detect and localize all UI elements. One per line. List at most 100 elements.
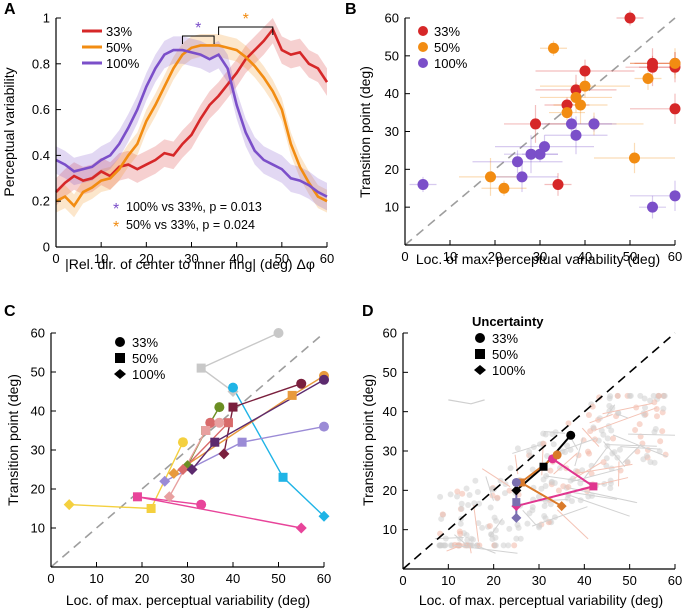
highlight-circle-33 [552, 450, 562, 460]
bootstrap-point [637, 433, 644, 440]
data-point-50 [629, 152, 640, 164]
data-point-50 [561, 107, 573, 119]
subject-square-50 [223, 418, 233, 428]
bootstrap-point [506, 525, 513, 532]
legend-marker-33 [418, 26, 428, 36]
bootstrap-connector [454, 534, 468, 546]
x-tick-label-c: 30 [180, 571, 194, 586]
legend-b: 33% 50% 100% [418, 24, 468, 71]
panel-d: D 0 10 20 30 40 50 60 10 20 30 40 50 60 Loc. of max.… [360, 303, 682, 608]
y-tick-label-c: 10 [31, 521, 45, 536]
highlight-diamond-100 [556, 501, 567, 512]
legend-label-33: 33% [492, 331, 518, 346]
bootstrap-point [588, 470, 595, 477]
bootstrap-point [608, 427, 615, 434]
bootstrap-point [442, 542, 449, 549]
bootstrap-point [471, 500, 478, 507]
stat-text-50-vs-33: 50% vs 33%, p = 0.024 [126, 218, 255, 232]
y-tick-label-b: 10 [385, 200, 399, 215]
highlight-square-50 [539, 462, 548, 471]
data-point-100 [539, 141, 550, 153]
bootstrap-point [465, 501, 472, 508]
legend-square-icon [115, 353, 125, 363]
y-tick-label-d: 60 [383, 326, 397, 341]
bootstrap-point [600, 431, 607, 438]
data-point-50 [579, 80, 591, 92]
data-point-100 [512, 156, 523, 168]
bootstrap-point [542, 482, 549, 489]
bootstrap-point [517, 535, 524, 542]
legend-diamond-icon [474, 365, 486, 375]
x-tick-label-a: 50 [275, 251, 289, 266]
star-orange: * [113, 219, 119, 236]
bootstrap-point [494, 494, 501, 501]
highlight-square-50 [589, 482, 598, 491]
bootstrap-point [457, 530, 464, 537]
bootstrap-point [439, 511, 446, 518]
legend-label-100: 100% [434, 56, 468, 71]
bootstrap-point [501, 490, 508, 497]
bootstrap-point [526, 510, 533, 517]
data-point-100 [566, 118, 577, 130]
legend-a: 33% 50% 100% [82, 24, 140, 71]
bootstrap-point [634, 448, 641, 455]
identity-line-d [402, 332, 676, 570]
legend-circle-icon [115, 337, 125, 347]
y-tick-label-c: 40 [31, 404, 45, 419]
series-line-33 [55, 26, 329, 193]
subject-connector [137, 496, 302, 529]
bootstrap-point [653, 406, 660, 413]
bootstrap-point [541, 502, 548, 509]
data-point-33 [579, 65, 591, 77]
bootstrap-point [547, 467, 554, 474]
bootstrap-connector [514, 454, 519, 475]
bootstrap-point [589, 403, 596, 410]
x-tick-label-a: 20 [139, 251, 153, 266]
ci-band-100 [56, 36, 327, 211]
x-tick-label-d: 50 [622, 573, 636, 588]
bootstrap-connector [512, 444, 541, 454]
bootstrap-point [564, 495, 571, 502]
bootstrap-point [542, 431, 549, 438]
legend-title-d: Uncertainty [472, 314, 544, 329]
subject-square-50 [146, 504, 156, 513]
bootstrap-point [651, 429, 658, 436]
subject-diamond-100 [177, 464, 189, 475]
bootstrap-point [550, 441, 557, 448]
bootstrap-connector [603, 441, 626, 467]
x-tick-label-c: 40 [226, 571, 240, 586]
bootstrap-connector [556, 509, 589, 540]
series-line-100 [55, 48, 328, 198]
data-point-50 [498, 182, 510, 194]
legend-diamond-icon [114, 369, 126, 379]
bootstrap-point [451, 541, 458, 548]
y-tick-label-a: 0 [43, 240, 50, 255]
legend-label-33: 33% [434, 24, 460, 39]
bootstrap-point [454, 493, 461, 500]
data-point-100 [669, 190, 681, 202]
x-tick-label-b: 20 [488, 249, 502, 264]
legend-square-icon [475, 349, 485, 359]
subject-square-50 [132, 492, 142, 502]
x-tick-label-c: 60 [317, 571, 331, 586]
data-point-100 [516, 171, 528, 183]
data-point-50 [575, 99, 586, 111]
bootstrap-point [437, 493, 444, 500]
highlight-circle-33 [511, 477, 521, 487]
x-tick-label-b: 40 [578, 249, 592, 264]
bootstrap-point [459, 490, 466, 497]
bootstrap-point [472, 477, 479, 484]
bootstrap-point [514, 445, 521, 452]
legend-marker-50 [418, 42, 428, 52]
bootstrap-point [596, 394, 603, 401]
data-point-50 [642, 73, 654, 85]
identity-line-c [50, 332, 325, 568]
subject-circle-33 [205, 417, 216, 428]
bootstrap-point [529, 466, 536, 473]
y-tick-label-b: 50 [385, 48, 399, 63]
bootstrap-connector [434, 537, 464, 540]
legend-d: Uncertainty 33% 50% 100% [472, 314, 544, 378]
bootstrap-connector [563, 492, 630, 517]
bootstrap-connector [589, 413, 613, 424]
x-tick-label-b: 10 [443, 249, 457, 264]
